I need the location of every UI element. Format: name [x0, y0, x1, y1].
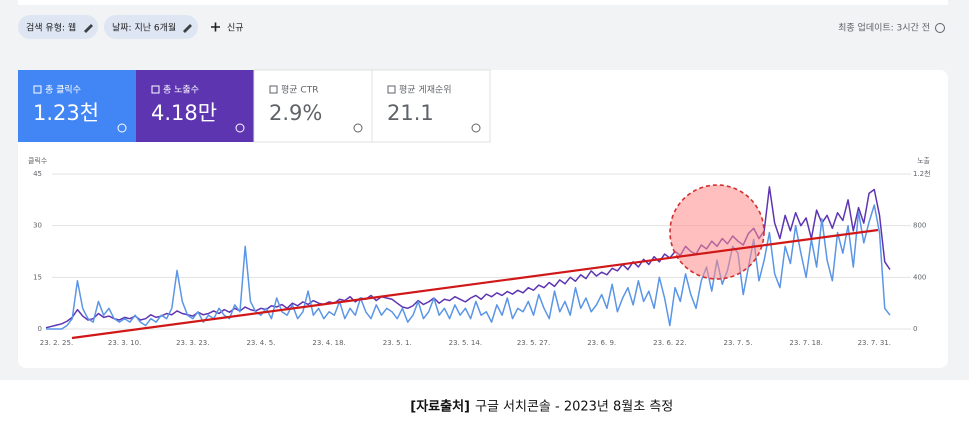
trend-line [71, 228, 879, 340]
x-tick-label: 23. 7. 18. [789, 339, 822, 347]
x-tick-label: 23. 5. 14. [449, 339, 482, 347]
x-tick-label: 23. 7. 31. [858, 339, 891, 347]
caption-text: 구글 서치콘솔 - 2023년 8월초 측정 [475, 400, 673, 415]
plus-icon [211, 22, 220, 32]
x-tick-label: 23. 6. 9. [587, 339, 616, 347]
help-icon[interactable] [117, 123, 127, 133]
x-tick-label: 23. 5. 1. [383, 339, 412, 347]
x-tick-label: 23. 3. 23. [176, 339, 209, 347]
chip-label: 날짜: 지난 6개월 [112, 22, 176, 34]
edit-icon [84, 24, 93, 33]
x-tick-label: 23. 7. 5. [723, 339, 752, 347]
checkbox[interactable] [151, 85, 160, 94]
report-card [18, 70, 948, 368]
help-icon[interactable] [471, 123, 481, 133]
metric-label: 총 노출수 [163, 85, 199, 96]
x-tick-label: 23. 3. 10. [108, 339, 141, 347]
checkbox[interactable] [269, 85, 278, 94]
metric-label: 총 클릭수 [45, 84, 81, 96]
y2-tick-label: 0 [913, 325, 917, 333]
caption-background [0, 380, 969, 423]
top-strip [18, 0, 948, 5]
plot: 0 15 30 45 0 400 800 1.2천 23. 2. 25. 23. 3. 10. 23… [33, 169, 931, 347]
caption-source: [자료출처] [410, 399, 470, 415]
metric-card[interactable] [18, 70, 136, 142]
metric-label: 평균 CTR [281, 85, 318, 96]
metric-card[interactable] [136, 70, 254, 142]
y-tick-label: 45 [33, 170, 42, 178]
metric-label: 평균 게재순위 [399, 85, 452, 96]
y-tick-label: 15 [33, 273, 42, 281]
y-axis-title: 클릭수 [28, 157, 48, 165]
help-icon[interactable] [935, 23, 945, 33]
metric-value: 2.9% [269, 101, 322, 125]
y2-axis-title: 노출 [917, 156, 930, 165]
x-tick-label: 23. 4. 18. [312, 339, 345, 347]
help-icon[interactable] [235, 123, 245, 133]
new-button[interactable]: 신규 [211, 22, 244, 34]
metric-card[interactable] [253, 69, 373, 143]
filter-chip[interactable]: 검색 유형: 웹 [18, 15, 98, 39]
metric-value: 4.18만 [151, 101, 217, 125]
edit-icon [183, 24, 192, 33]
metric-card[interactable] [371, 69, 491, 143]
help-icon[interactable] [353, 123, 363, 133]
highlight-circle [669, 184, 765, 280]
button-label: 신규 [227, 23, 244, 34]
y2-tick-label: 400 [913, 273, 926, 281]
y2-tick-label: 1.2천 [913, 169, 931, 178]
y2-tick-label: 800 [913, 222, 926, 230]
filter-chip[interactable]: 날짜: 지난 6개월 [104, 15, 198, 39]
checkbox[interactable] [387, 85, 396, 94]
chip-label: 검색 유형: 웹 [26, 22, 76, 34]
x-tick-label: 23. 4. 5. [246, 339, 275, 347]
x-tick-label: 23. 6. 22. [653, 339, 686, 347]
x-tick-label: 23. 5. 27. [517, 339, 550, 347]
y-tick-label: 0 [38, 325, 42, 333]
metric-value: 1.23천 [33, 101, 99, 125]
checkbox[interactable] [33, 85, 42, 94]
metric-value: 21.1 [387, 101, 434, 125]
last-update: 최종 업데이트: 3시간 전 [838, 23, 930, 34]
x-tick-label: 23. 2. 25. [40, 339, 73, 347]
y-tick-label: 30 [33, 222, 42, 230]
